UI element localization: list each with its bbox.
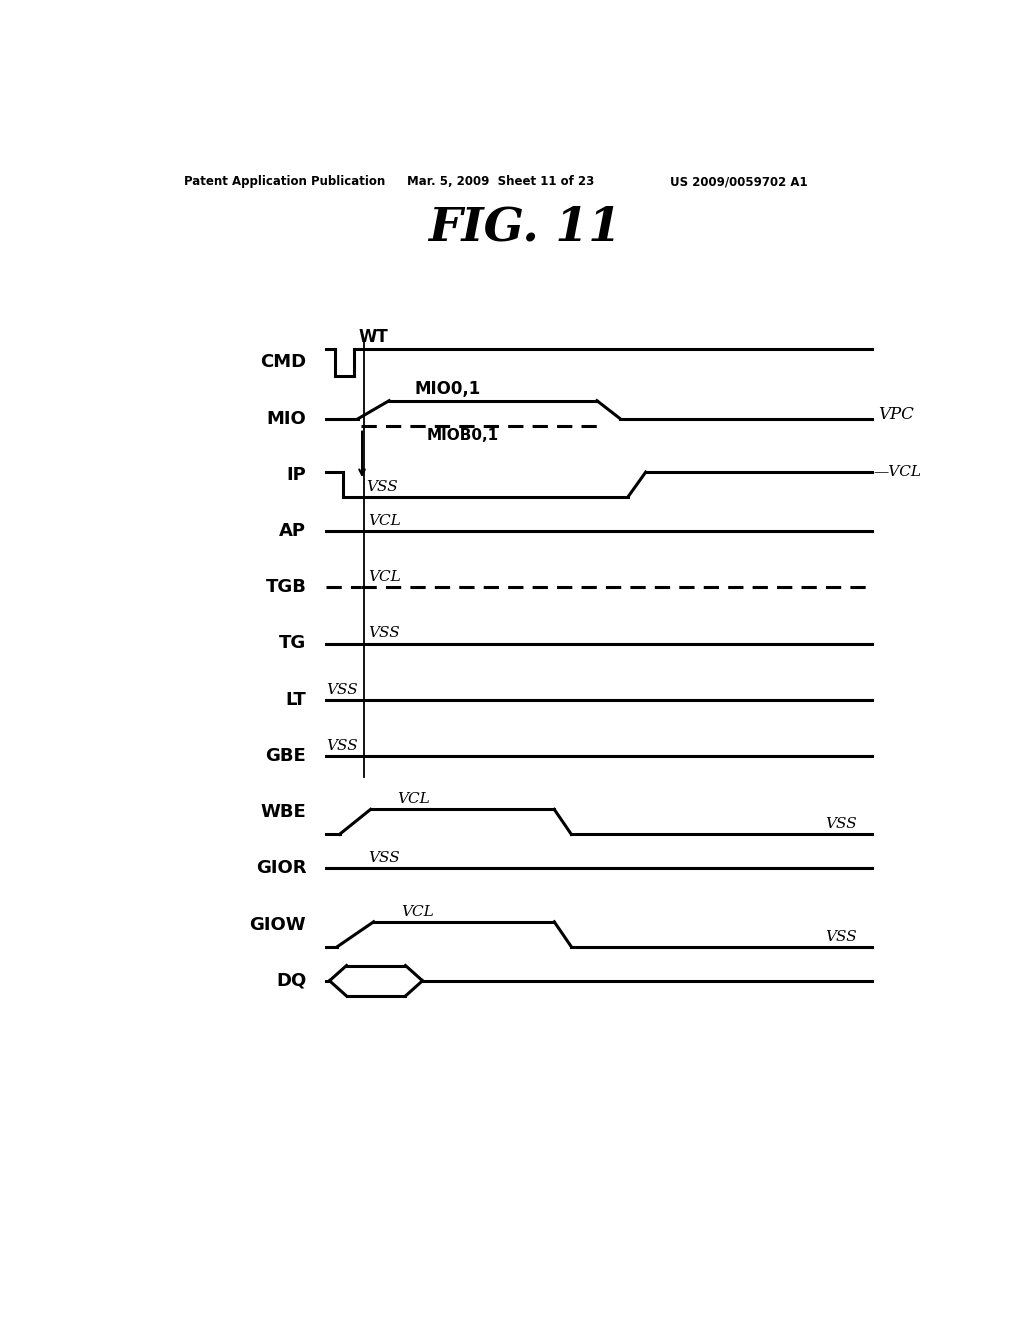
Text: FIG. 11: FIG. 11 bbox=[428, 205, 622, 251]
Text: GIOR: GIOR bbox=[256, 859, 306, 878]
Text: WT: WT bbox=[358, 329, 388, 346]
Text: WBE: WBE bbox=[260, 803, 306, 821]
Text: Patent Application Publication: Patent Application Publication bbox=[183, 176, 385, 189]
Text: LT: LT bbox=[286, 690, 306, 709]
Text: VSS: VSS bbox=[327, 682, 358, 697]
Text: —VCL: —VCL bbox=[873, 465, 922, 479]
Text: GIOW: GIOW bbox=[250, 916, 306, 933]
Text: VPC: VPC bbox=[879, 407, 914, 424]
Text: US 2009/0059702 A1: US 2009/0059702 A1 bbox=[671, 176, 808, 189]
Text: VCL: VCL bbox=[400, 904, 433, 919]
Text: VSS: VSS bbox=[327, 739, 358, 752]
Text: VSS: VSS bbox=[369, 851, 400, 866]
Text: VSS: VSS bbox=[367, 480, 398, 494]
Text: VSS: VSS bbox=[825, 929, 857, 944]
Text: Mar. 5, 2009  Sheet 11 of 23: Mar. 5, 2009 Sheet 11 of 23 bbox=[407, 176, 594, 189]
Text: VCL: VCL bbox=[397, 792, 430, 807]
Text: MIO: MIO bbox=[266, 409, 306, 428]
Text: TGB: TGB bbox=[265, 578, 306, 597]
Text: VSS: VSS bbox=[369, 627, 400, 640]
Text: DQ: DQ bbox=[276, 972, 306, 990]
Text: VCL: VCL bbox=[369, 513, 401, 528]
Text: CMD: CMD bbox=[260, 354, 306, 371]
Text: AP: AP bbox=[280, 523, 306, 540]
Text: GBE: GBE bbox=[265, 747, 306, 764]
Text: IP: IP bbox=[287, 466, 306, 484]
Text: TG: TG bbox=[279, 635, 306, 652]
Text: MIO0,1: MIO0,1 bbox=[415, 380, 481, 399]
Text: VCL: VCL bbox=[369, 570, 401, 585]
Text: MIOB0,1: MIOB0,1 bbox=[426, 428, 499, 442]
Text: VSS: VSS bbox=[825, 817, 857, 832]
